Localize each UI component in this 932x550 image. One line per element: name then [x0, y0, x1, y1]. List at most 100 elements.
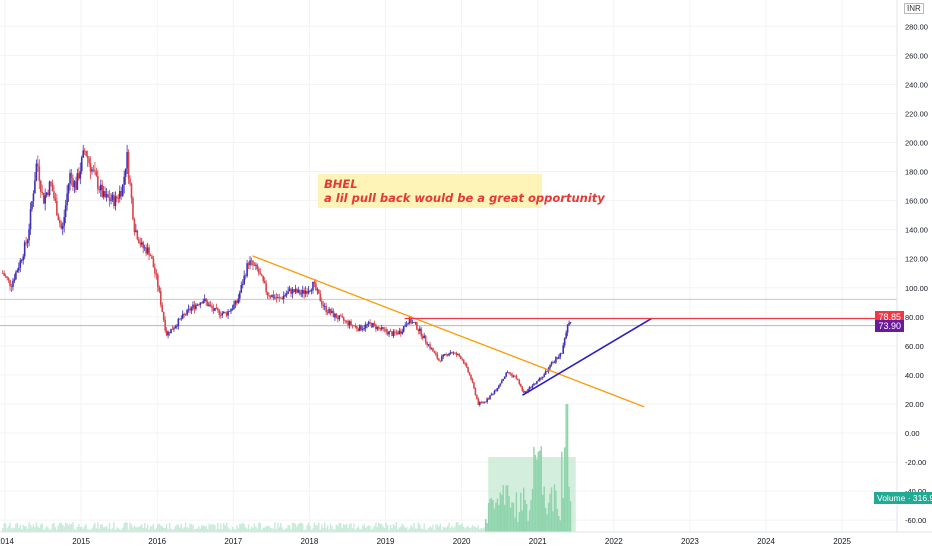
candle: [4, 273, 7, 279]
volume-bar: [189, 523, 191, 532]
volume-bar: [496, 498, 499, 532]
volume-bar: [364, 528, 367, 532]
y-tick-label: 220.00: [905, 109, 928, 118]
candle: [461, 357, 464, 361]
candle: [37, 155, 39, 172]
volume-bar: [550, 487, 553, 532]
volume-bar: [483, 527, 485, 532]
volume-bar: [323, 522, 326, 532]
candle: [419, 325, 421, 335]
candle: [454, 352, 456, 354]
volume-bar: [136, 527, 139, 532]
candle: [183, 312, 185, 318]
candle: [298, 289, 301, 296]
volume-value: 316.9M: [912, 493, 932, 503]
volume-bar: [214, 524, 216, 532]
y-tick-label: 120.00: [905, 255, 928, 264]
candle: [51, 179, 54, 192]
candle: [322, 300, 325, 310]
volume-bar: [367, 525, 370, 532]
volume-bar: [281, 527, 283, 532]
price-axis[interactable]: -60.00 -40.00 -20.00 0.00 20.00 40.00 60.00 80.…: [905, 22, 928, 525]
volume-bar: [139, 525, 141, 532]
candle: [438, 357, 440, 361]
volume-bar: [161, 526, 163, 532]
volume-bar: [287, 524, 289, 532]
candle: [530, 386, 532, 389]
volume-bar: [423, 523, 425, 532]
candle: [243, 270, 245, 286]
candle: [205, 298, 207, 306]
candle: [78, 167, 80, 181]
trendlines[interactable]: [252, 255, 897, 408]
volume-bar: [70, 524, 73, 532]
candle: [170, 328, 172, 334]
volume-bar: [338, 522, 341, 532]
candle: [473, 381, 475, 390]
volume-bar: [114, 529, 117, 532]
volume-bar: [410, 524, 412, 532]
volume-bar: [353, 523, 355, 532]
currency-label[interactable]: INR: [904, 3, 924, 14]
volume-bar: [404, 527, 406, 532]
candle: [505, 371, 507, 378]
candle: [56, 194, 58, 216]
volume-bar: [433, 529, 436, 532]
candle: [48, 180, 51, 197]
candle: [369, 319, 371, 325]
candle: [168, 331, 171, 336]
candle: [546, 370, 548, 372]
volume-bar: [196, 528, 199, 532]
candle: [354, 323, 357, 329]
candle: [107, 190, 109, 199]
candle: [366, 323, 368, 329]
volume-bar: [499, 492, 501, 532]
volume-bar: [288, 525, 291, 532]
candle: [143, 244, 146, 252]
note-title: BHEL: [324, 177, 358, 191]
candle: [196, 303, 199, 307]
candle: [149, 253, 152, 257]
candle: [18, 262, 20, 274]
volume-bar: [400, 526, 402, 532]
candle: [405, 321, 408, 328]
volume-bar: [511, 502, 513, 532]
candle: [277, 294, 279, 299]
volume-bar: [533, 446, 535, 532]
volume-bar: [255, 526, 257, 532]
volume-bar: [129, 522, 131, 532]
candle: [502, 378, 505, 381]
downtrend-line[interactable]: [252, 255, 645, 408]
candle: [258, 266, 260, 276]
volume-bar: [458, 525, 461, 532]
volume-bar: [12, 527, 14, 532]
candle: [214, 307, 216, 312]
candle: [91, 166, 93, 175]
volume-bar: [397, 529, 399, 532]
candle: [402, 325, 405, 333]
volume-bar: [310, 529, 313, 532]
volume-bar: [514, 517, 516, 532]
volume-bar: [215, 529, 218, 532]
candle: [448, 352, 450, 357]
volume-bar: [63, 526, 65, 532]
time-axis[interactable]: 2014 2015 2016 2017 2018 2019 2020 2021 2022 2023…: [0, 537, 852, 546]
candle: [443, 353, 446, 357]
volume-bar: [542, 494, 544, 532]
note-annotation[interactable]: [318, 174, 542, 208]
uptrend-line[interactable]: [522, 317, 653, 396]
candle: [373, 320, 376, 327]
volume-bar: [69, 523, 71, 532]
candle: [117, 193, 120, 204]
candle: [282, 291, 285, 304]
volume-bar: [344, 524, 346, 532]
volume-bar: [325, 528, 327, 532]
volume-bar: [328, 529, 330, 532]
volume-bar: [480, 527, 482, 532]
candle: [442, 354, 445, 360]
volume-tag: Volume · 316.9M: [874, 492, 932, 504]
volume-bar: [15, 523, 17, 532]
candle: [271, 294, 273, 298]
candle: [95, 167, 98, 177]
